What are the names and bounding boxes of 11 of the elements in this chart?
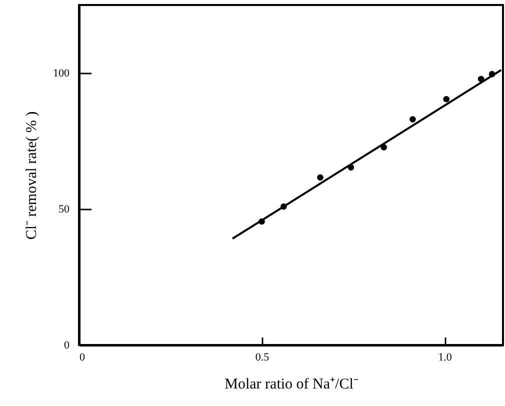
x-tick-label: 0 <box>80 352 86 364</box>
y-axis-title: Cl⁻ removal rate( % ) <box>24 111 40 240</box>
y-tick-label: 50 <box>58 204 70 216</box>
x-tick-label: 0.5 <box>255 352 270 364</box>
point <box>443 96 450 102</box>
point <box>410 116 416 122</box>
x-tick-label: 1.0 <box>438 352 452 364</box>
x-axis-title: Molar ratio of Na⁺/Cl⁻ <box>224 376 358 392</box>
y-tick-label: 0 <box>64 340 70 352</box>
point <box>317 174 324 181</box>
y-tick-label: 100 <box>53 68 70 80</box>
